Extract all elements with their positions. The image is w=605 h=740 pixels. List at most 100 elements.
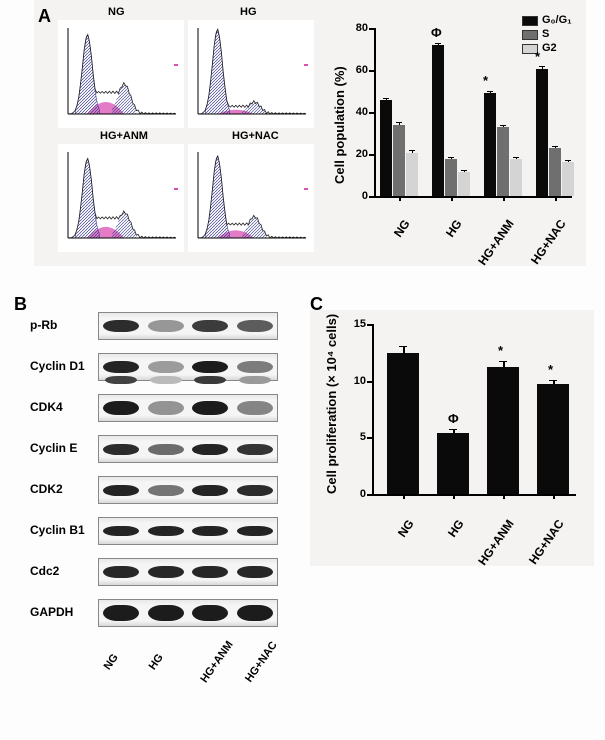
blot-band [192, 485, 228, 496]
blot-row-label: Cyclin E [30, 441, 92, 455]
blot-lane-header: NG [101, 652, 120, 672]
blot-lane [188, 354, 233, 380]
blot-lane [233, 395, 278, 421]
legend-swatch [522, 16, 538, 26]
blot-lane [233, 313, 278, 339]
panel-a-bar-chart: Cell population (%) 020406080G₀/G₁SG2NGH… [322, 10, 578, 256]
blot-lane [144, 477, 189, 503]
blot-lane [99, 559, 144, 585]
blot-band [237, 444, 273, 455]
blot-band [237, 401, 273, 415]
blot-lane [188, 518, 233, 544]
blot-band [148, 320, 184, 332]
blot-band [148, 566, 184, 578]
blot-row [98, 312, 278, 340]
chart-a-bar [445, 159, 457, 196]
blot-lane [99, 354, 144, 380]
blot-band [148, 605, 184, 621]
chart-c-bar [387, 353, 419, 494]
chart-a-ytick: 80 [344, 22, 368, 34]
significance-marker: * [548, 362, 553, 377]
blot-row-label: p-Rb [30, 318, 92, 332]
blot-row-label: CDK2 [30, 482, 92, 496]
blot-lane-header: HG+NAC [243, 639, 280, 684]
chart-a-ytick: 20 [344, 148, 368, 160]
blot-lane [233, 354, 278, 380]
chart-c-xtick: HG [423, 517, 467, 571]
chart-c-xtick: HG+NAC [523, 517, 567, 571]
blot-band [103, 320, 139, 332]
blot-lane [144, 354, 189, 380]
blot-band [237, 485, 273, 496]
blot-lane [144, 313, 189, 339]
flow-plot-title: HG [240, 6, 257, 18]
flow-plot [188, 144, 314, 252]
chart-c-ytick: 0 [344, 488, 366, 500]
blot-row [98, 517, 278, 545]
blot-row [98, 353, 278, 381]
blot-band [103, 361, 139, 373]
chart-c-ytick: 15 [344, 318, 366, 330]
chart-a-bar [393, 125, 405, 196]
chart-a-bar [406, 153, 418, 196]
blot-lane [99, 600, 144, 626]
blot-band [192, 526, 228, 536]
blot-row-label: Cdc2 [30, 564, 92, 578]
chart-a-bar [562, 162, 574, 196]
blot-band [103, 401, 139, 415]
chart-c-xtick: HG+ANM [473, 517, 517, 571]
blot-lane [188, 600, 233, 626]
legend-label: G2 [542, 42, 557, 54]
blot-row [98, 558, 278, 586]
blot-lane [144, 395, 189, 421]
significance-marker: * [535, 49, 540, 64]
blot-lane [99, 436, 144, 462]
blot-band [148, 485, 184, 496]
blot-lane [99, 313, 144, 339]
blot-lane [144, 600, 189, 626]
chart-a-bar [432, 45, 444, 196]
blot-lane-header: HG [146, 652, 165, 672]
blot-row-label: Cyclin D1 [30, 359, 92, 373]
chart-a-bar [536, 69, 548, 196]
blot-band [103, 566, 139, 578]
blot-lane [188, 395, 233, 421]
blot-band [192, 444, 228, 455]
flow-plot [188, 20, 314, 128]
blot-band [148, 361, 184, 373]
blot-row [98, 435, 278, 463]
blot-band [237, 566, 273, 578]
blot-row [98, 394, 278, 422]
chart-a-ytick: 0 [344, 190, 368, 202]
chart-c-xtick: NG [373, 517, 417, 571]
legend-label: G₀/G₁ [542, 14, 572, 26]
legend-swatch [522, 30, 538, 40]
chart-c-ylabel: Cell proliferation (× 10⁴ cells) [324, 314, 339, 494]
blot-row [98, 476, 278, 504]
significance-marker: Φ [431, 25, 442, 40]
blot-lane [188, 436, 233, 462]
blot-band [237, 526, 273, 536]
chart-c-bar [487, 367, 519, 494]
blot-lane [188, 477, 233, 503]
blot-lane [233, 559, 278, 585]
significance-marker: Φ [448, 411, 459, 426]
blot-lane-header: HG+ANM [198, 639, 235, 685]
chart-c-ytick: 5 [344, 431, 366, 443]
blot-band [103, 444, 139, 455]
chart-a-bar [484, 93, 496, 196]
flow-plot-title: HG+NAC [232, 130, 279, 142]
blot-band [148, 401, 184, 415]
blot-lane [99, 395, 144, 421]
flow-plot-title: HG+ANM [100, 130, 148, 142]
significance-marker: * [483, 73, 488, 88]
blot-lane [233, 518, 278, 544]
blot-band [148, 526, 184, 536]
blot-lane [233, 436, 278, 462]
panel-c-bar-chart: Cell proliferation (× 10⁴ cells) 051015N… [310, 310, 594, 566]
blot-row-label: GAPDH [30, 605, 92, 619]
blot-band [237, 605, 273, 621]
blot-band [148, 444, 184, 455]
chart-a-bar [510, 159, 522, 196]
blot-lane [233, 477, 278, 503]
